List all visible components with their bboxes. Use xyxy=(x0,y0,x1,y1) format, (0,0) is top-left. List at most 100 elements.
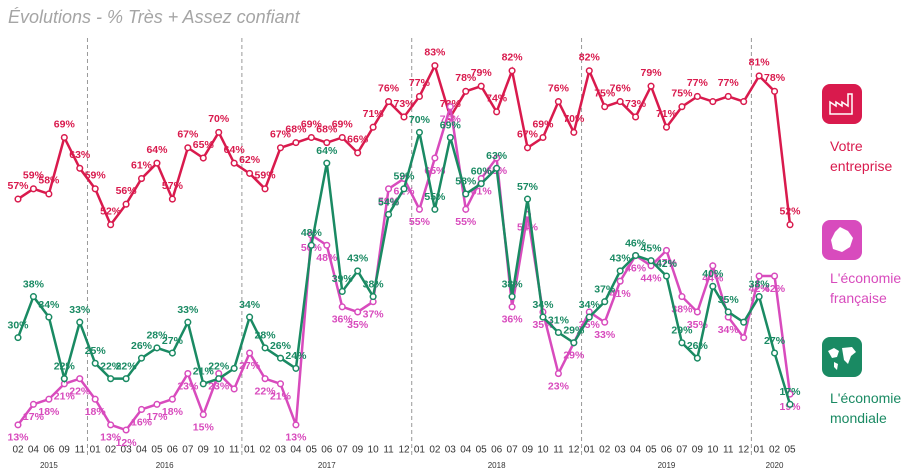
point xyxy=(786,221,794,229)
x-tick-label: 01 xyxy=(244,445,256,456)
data-label: 34% xyxy=(718,324,740,336)
data-label: 38% xyxy=(749,278,771,290)
point xyxy=(616,267,624,275)
data-label: 66% xyxy=(347,134,369,146)
point xyxy=(276,380,285,388)
data-label: 59% xyxy=(255,170,277,182)
point xyxy=(632,251,640,260)
point xyxy=(462,87,470,95)
x-tick-label: 03 xyxy=(615,445,627,456)
data-label: 55% xyxy=(409,216,431,228)
data-label: 44% xyxy=(641,273,663,285)
data-label: 40% xyxy=(702,268,724,280)
point xyxy=(14,334,22,342)
point xyxy=(91,395,99,403)
data-label: 71% xyxy=(656,108,678,120)
x-tick-label: 10 xyxy=(368,445,380,456)
point xyxy=(354,308,362,316)
data-label: 57% xyxy=(517,181,539,193)
data-label: 57% xyxy=(162,180,184,192)
point xyxy=(45,395,53,403)
point xyxy=(740,98,748,106)
data-label: 27% xyxy=(239,360,261,372)
data-label: 22% xyxy=(69,385,91,397)
point xyxy=(678,103,686,111)
data-label: 18% xyxy=(85,406,107,418)
data-label: 48% xyxy=(316,252,338,264)
point xyxy=(415,205,423,213)
point xyxy=(601,298,609,306)
data-label: 61% xyxy=(131,159,153,171)
data-label: 33% xyxy=(69,304,91,316)
data-label: 22% xyxy=(255,385,277,397)
data-label: 18% xyxy=(38,406,60,418)
point xyxy=(369,123,377,131)
point xyxy=(462,205,470,213)
point xyxy=(431,154,439,162)
point xyxy=(107,421,115,429)
x-tick-label: 09 xyxy=(198,445,210,456)
data-label: 69% xyxy=(332,118,354,130)
point xyxy=(153,400,161,408)
data-label: 41% xyxy=(610,288,632,300)
year-label: 2019 xyxy=(658,461,676,470)
data-label: 28% xyxy=(255,330,277,342)
x-tick-label: 05 xyxy=(784,445,796,456)
point xyxy=(385,185,393,193)
data-label: 68% xyxy=(285,123,307,135)
point xyxy=(523,195,532,203)
data-label: 46% xyxy=(625,237,647,249)
x-tick-label: 04 xyxy=(28,445,40,456)
point xyxy=(199,380,207,388)
data-label: 69% xyxy=(54,118,76,130)
point xyxy=(199,411,207,419)
data-label: 69% xyxy=(440,119,462,131)
point xyxy=(724,308,732,316)
point xyxy=(740,334,748,342)
data-label: 28% xyxy=(146,330,168,342)
point xyxy=(76,164,84,172)
year-label: 2020 xyxy=(766,461,784,470)
x-tick-label: 01 xyxy=(754,445,766,456)
data-label: 21% xyxy=(270,391,292,403)
data-label: 21% xyxy=(54,391,76,403)
data-label: 39% xyxy=(332,273,354,285)
data-label: 38% xyxy=(23,278,45,290)
point xyxy=(168,349,176,357)
x-tick-label: 03 xyxy=(445,445,457,456)
data-label: 18% xyxy=(162,406,184,418)
point xyxy=(91,185,99,193)
chart-title: Évolutions - % Très + Assez confiant xyxy=(8,7,301,27)
data-label: 82% xyxy=(579,52,601,64)
x-tick-label: 05 xyxy=(645,445,657,456)
data-label: 44% xyxy=(702,273,724,285)
x-tick-label: 12 xyxy=(738,445,750,456)
data-label: 13% xyxy=(7,432,29,444)
x-tick-label: 02 xyxy=(259,445,271,456)
point xyxy=(724,92,732,100)
data-label: 65% xyxy=(424,165,446,177)
point xyxy=(539,313,547,321)
icon-world xyxy=(822,337,862,377)
x-tick-label: 06 xyxy=(43,445,55,456)
data-label: 64% xyxy=(146,144,168,156)
point xyxy=(554,98,562,106)
data-label: 17% xyxy=(146,411,168,423)
point xyxy=(493,108,501,116)
point xyxy=(14,421,22,429)
point xyxy=(585,67,593,75)
data-label: 26% xyxy=(687,340,709,352)
data-label: 70% xyxy=(563,113,585,125)
point xyxy=(678,293,686,301)
data-label: 64% xyxy=(224,144,246,156)
point xyxy=(323,139,331,147)
data-label: 56% xyxy=(116,185,138,197)
point xyxy=(199,154,207,162)
data-label: 27% xyxy=(162,335,184,347)
point xyxy=(477,180,485,188)
point xyxy=(554,328,562,337)
point xyxy=(307,133,315,142)
legend-label: Votre entreprise xyxy=(830,138,893,174)
icon-company xyxy=(822,84,862,124)
